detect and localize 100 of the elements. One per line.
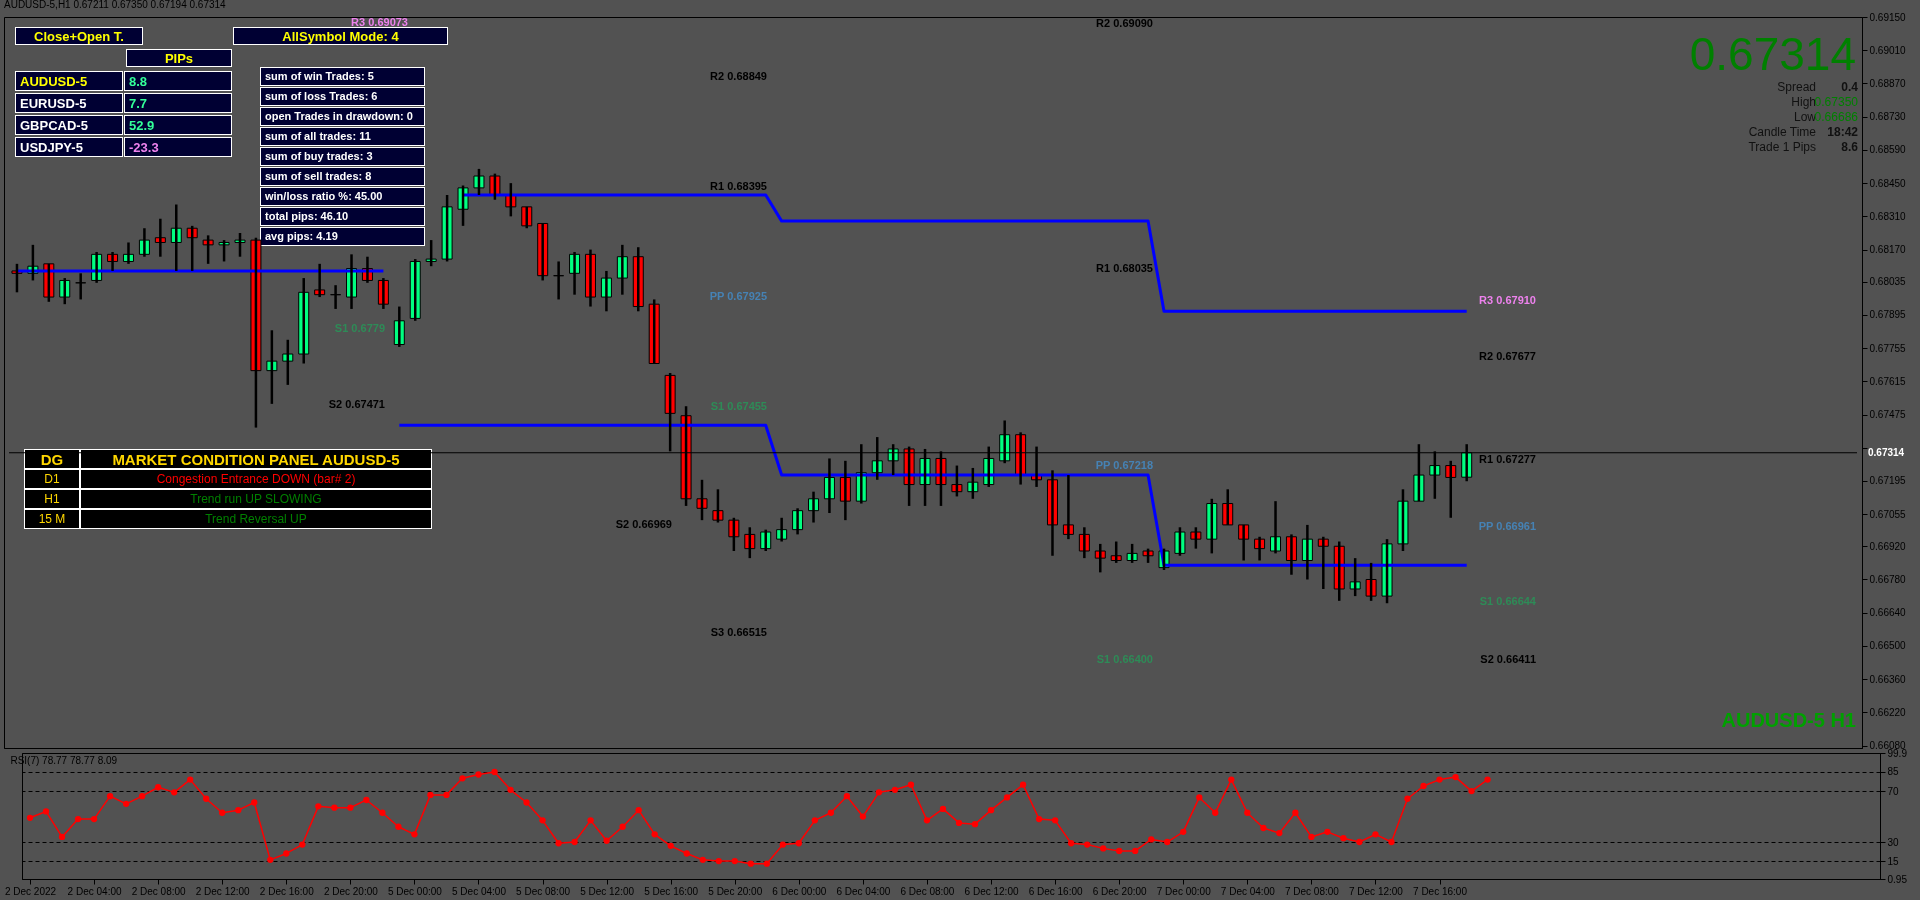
y-tick-label: 0.95	[1887, 873, 1908, 885]
annotation: sum of buy trades: 3	[265, 150, 373, 162]
candlestick	[330, 283, 342, 311]
text-box: sum of sell trades: 8	[260, 167, 425, 186]
annotation: S3 0.66515	[710, 626, 767, 638]
annotation: R2 0.67677	[1479, 350, 1536, 362]
candlestick	[282, 338, 294, 387]
candlestick	[202, 234, 214, 266]
y-tick-label: 0.67195	[1869, 475, 1907, 487]
candlestick	[1365, 561, 1377, 603]
candlestick	[1349, 556, 1361, 598]
annotation: R1 0.68035	[1096, 262, 1153, 274]
x-tick-label: 5 Dec 16:00	[644, 885, 699, 897]
text-box: PIPs	[126, 49, 232, 67]
annotation: total pips: 46.10	[265, 210, 349, 222]
y-tick-label: 0.66640	[1869, 607, 1907, 619]
annotation: S1 0.67455	[710, 400, 767, 412]
text-box: 52.9	[124, 115, 232, 135]
y-tick-label: 0.68450	[1869, 177, 1907, 189]
x-tick-label: 2 Dec 20:00	[323, 885, 379, 897]
ref-line-label: 0.67314	[1868, 446, 1905, 458]
annotation: sum of sell trades: 8	[265, 170, 372, 182]
annotation: H1	[44, 492, 60, 506]
y-tick-label: 0.69010	[1869, 44, 1907, 56]
text-box: win/loss ratio %: 45.00	[260, 187, 425, 206]
text-box: sum of win Trades: 5	[260, 67, 425, 86]
x-tick-label: 6 Dec 08:00	[900, 885, 955, 897]
x-tick-label: 6 Dec 20:00	[1092, 885, 1148, 897]
x-tick-label: 7 Dec 00:00	[1156, 885, 1212, 897]
annotation: 0.4	[1841, 79, 1858, 94]
x-tick-label: 5 Dec 12:00	[580, 885, 635, 897]
annotation: sum of loss Trades: 6	[265, 90, 378, 102]
candlestick	[234, 231, 246, 258]
text-box: Congestion Entrance DOWN (bar# 2)	[80, 469, 432, 489]
x-tick-label: 7 Dec 04:00	[1220, 885, 1276, 897]
y-tick-label: 0.68870	[1869, 77, 1907, 89]
text-box: -23.3	[124, 137, 232, 157]
y-tick-label: 0.66780	[1869, 573, 1907, 585]
y-tick-label: 0.67895	[1869, 309, 1907, 321]
annotation: R2 0.69090	[1096, 17, 1153, 29]
y-tick-label: 0.67055	[1869, 508, 1907, 520]
y-tick-label: 85	[1887, 766, 1900, 778]
x-tick-label: 2 Dec 12:00	[195, 885, 251, 897]
candlestick	[696, 478, 708, 522]
annotation: USDJPY-5	[20, 139, 83, 155]
text-box: sum of buy trades: 3	[260, 147, 425, 166]
annotation: Spread	[1777, 79, 1816, 94]
annotation: MARKET CONDITION PANEL AUDUSD-5	[112, 450, 400, 468]
annotation: 52.9	[129, 117, 155, 133]
y-tick-label: 0.68310	[1869, 210, 1907, 222]
annotation: -23.3	[129, 139, 159, 155]
text-box: Close+Open T.	[15, 27, 143, 45]
annotation: R1 0.68395	[710, 180, 767, 192]
x-tick-label: 2 Dec 04:00	[67, 885, 122, 897]
annotation: 8.8	[129, 73, 148, 89]
annotation: 0.67314	[1689, 28, 1856, 80]
candlestick	[1174, 526, 1186, 558]
y-tick-label: 0.66360	[1869, 673, 1907, 685]
candlestick	[1126, 542, 1138, 565]
annotation: PP 0.67925	[709, 290, 767, 302]
x-tick-label: 5 Dec 20:00	[708, 885, 763, 897]
text-box: 8.8	[124, 71, 232, 91]
chart-title: AUDUSD-5,H1 0.67211 0.67350 0.67194 0.67314	[4, 0, 227, 10]
annotation: S1 0.66400	[1096, 653, 1153, 665]
annotation: R1 0.67277	[1479, 453, 1536, 465]
annotation: EURUSD-5	[20, 95, 87, 111]
annotation: GBPCAD-5	[20, 117, 88, 133]
text-box: AUDUSD-5	[15, 71, 123, 91]
annotation: PP 0.67218	[1095, 459, 1153, 471]
text-box: USDJPY-5	[15, 137, 123, 157]
y-tick-label: 0.66220	[1869, 706, 1907, 718]
annotation: Congestion Entrance DOWN (bar# 2)	[156, 472, 356, 486]
annotation: DG	[40, 450, 64, 468]
annotation: 0.67350	[1814, 94, 1858, 109]
x-tick-label: 6 Dec 00:00	[772, 885, 827, 897]
y-tick-label: 0.66500	[1869, 640, 1907, 652]
annotation: open Trades in drawdown: 0	[265, 110, 413, 122]
y-tick-label: 0.67475	[1869, 409, 1907, 421]
text-box: EURUSD-5	[15, 93, 123, 113]
annotation: S2 0.66969	[615, 518, 672, 530]
y-tick-label: 70	[1887, 785, 1900, 797]
y-tick-label: 15	[1887, 855, 1900, 867]
x-tick-label: 2 Dec 08:00	[131, 885, 187, 897]
candlestick	[266, 329, 278, 406]
annotation: High	[1791, 94, 1816, 109]
x-tick-label: 7 Dec 16:00	[1413, 885, 1468, 897]
x-tick-label: 7 Dec 08:00	[1284, 885, 1340, 897]
annotation: D1	[44, 472, 60, 486]
y-tick-label: 0.67755	[1869, 342, 1907, 354]
text-box: 15 M	[24, 509, 80, 529]
annotation: 18:42	[1827, 124, 1858, 139]
x-tick-label: 6 Dec 04:00	[836, 885, 891, 897]
candlestick	[951, 464, 963, 498]
x-tick-label: 2 Dec 16:00	[259, 885, 315, 897]
text-box: AllSymbol Mode: 4	[233, 27, 448, 45]
candlestick	[1190, 526, 1202, 550]
text-box: Trend Reversal UP	[80, 509, 432, 529]
text-box: sum of all trades: 11	[260, 127, 425, 146]
candlestick	[712, 488, 724, 524]
x-tick-label: 7 Dec 12:00	[1348, 885, 1404, 897]
